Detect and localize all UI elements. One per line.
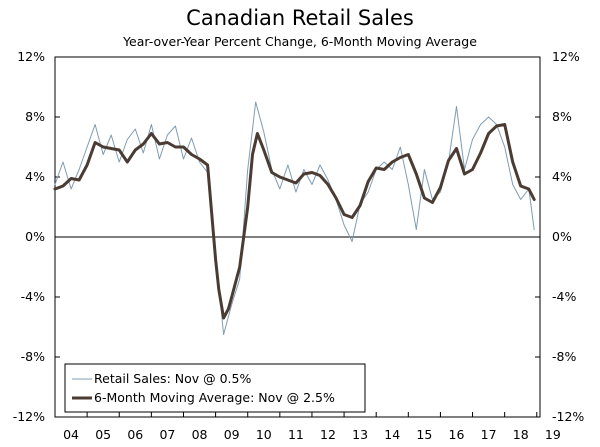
x-tick-label: 13 bbox=[352, 427, 368, 442]
x-axis: 04 05 06 07 08 09 10 11 12 13 14 15 16 17 18 19 bbox=[54, 412, 561, 442]
y-tick-label-right: 8% bbox=[552, 109, 572, 124]
chart-subtitle: Year-over-Year Percent Change, 6-Month M… bbox=[122, 34, 477, 49]
y-tick-label-left: -12% bbox=[13, 409, 45, 424]
series-line-retail-sales bbox=[54, 101, 535, 335]
x-tick-label: 04 bbox=[63, 427, 79, 442]
y-tick-label-right: -12% bbox=[552, 409, 584, 424]
x-tick-label: 17 bbox=[481, 427, 497, 442]
y-tick-label-left: 4% bbox=[25, 169, 45, 184]
series-line-moving-average bbox=[53, 123, 536, 320]
y-tick-label-left: -4% bbox=[21, 289, 45, 304]
y-tick-label-right: 12% bbox=[552, 49, 580, 64]
y-tick-label-left: 12% bbox=[17, 49, 45, 64]
chart-title: Canadian Retail Sales bbox=[186, 6, 414, 30]
legend-label-retail-sales: Retail Sales: Nov @ 0.5% bbox=[94, 371, 251, 386]
y-tick-label-right: -8% bbox=[552, 349, 576, 364]
x-tick-label: 06 bbox=[127, 427, 143, 442]
x-tick-label: 10 bbox=[256, 427, 272, 442]
x-tick-label: 18 bbox=[513, 427, 529, 442]
y-tick-label-right: -4% bbox=[552, 289, 576, 304]
x-tick-label: 07 bbox=[159, 427, 175, 442]
x-tick-label: 16 bbox=[449, 427, 465, 442]
y-tick-label-right: 0% bbox=[552, 229, 572, 244]
x-tick-label: 14 bbox=[384, 427, 400, 442]
legend: Retail Sales: Nov @ 0.5% 6-Month Moving … bbox=[64, 363, 366, 413]
x-tick-label: 05 bbox=[95, 427, 111, 442]
x-tick-label: 11 bbox=[288, 427, 304, 442]
y-axis-right: 12% 8% 4% 0% -4% -8% -12% bbox=[535, 49, 584, 424]
y-tick-label-left: -8% bbox=[21, 349, 45, 364]
x-tick-label: 15 bbox=[416, 427, 432, 442]
y-tick-label-right: 4% bbox=[552, 169, 572, 184]
legend-label-moving-average: 6-Month Moving Average: Nov @ 2.5% bbox=[94, 390, 335, 405]
series-layer bbox=[53, 101, 536, 335]
x-tick-label: 08 bbox=[192, 427, 208, 442]
x-tick-label: 09 bbox=[224, 427, 240, 442]
x-tick-label: 19 bbox=[545, 427, 561, 442]
x-tick-label: 12 bbox=[320, 427, 336, 442]
legend-box bbox=[64, 363, 366, 413]
y-tick-label-left: 8% bbox=[25, 109, 45, 124]
y-tick-label-left: 0% bbox=[25, 229, 45, 244]
y-axis-left: 12% 8% 4% 0% -4% -8% -12% bbox=[13, 49, 60, 424]
